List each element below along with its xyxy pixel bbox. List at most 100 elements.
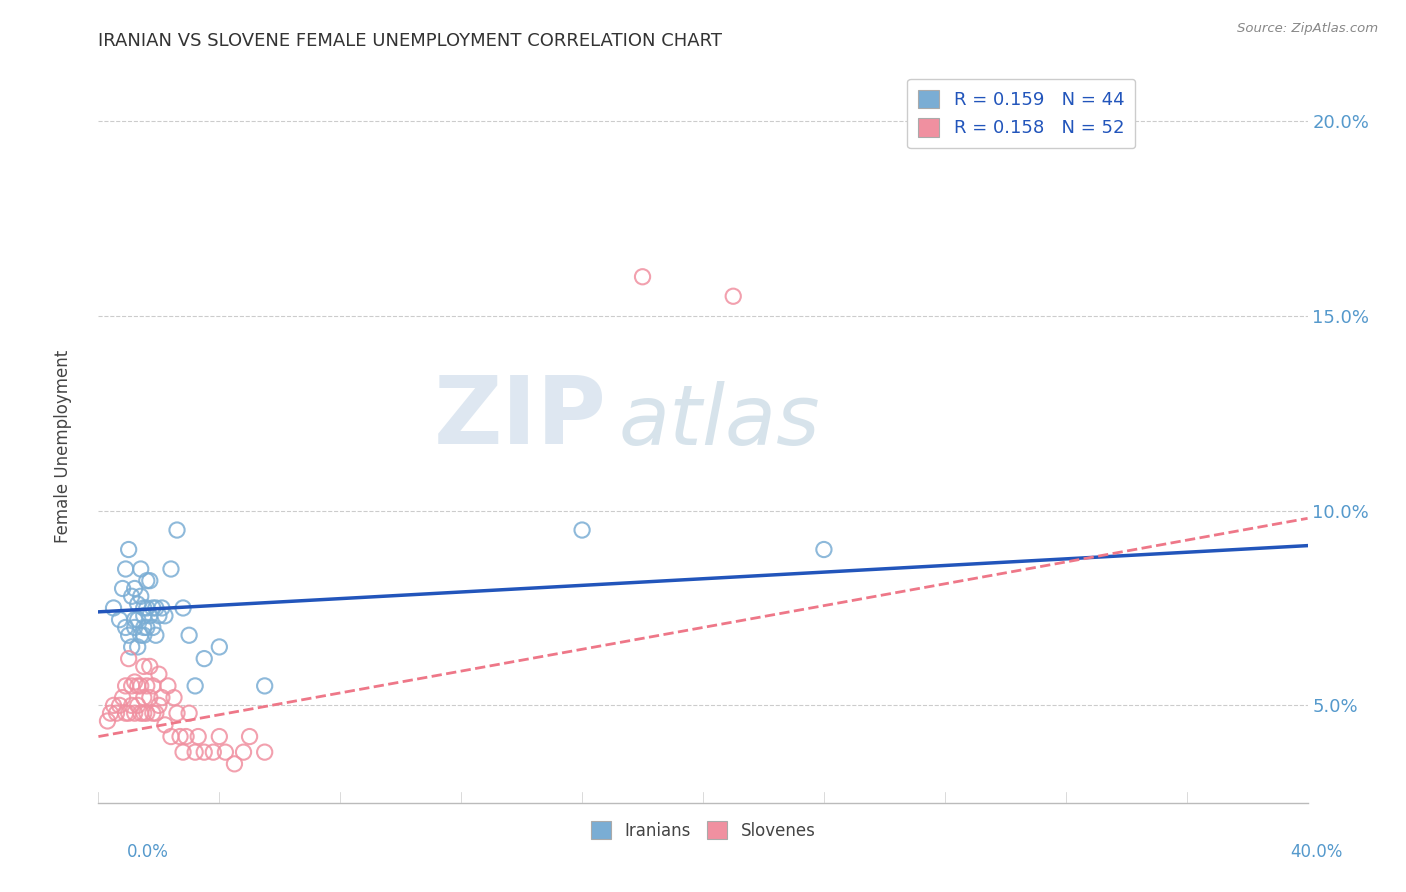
Point <box>239 730 262 744</box>
Point <box>813 542 835 557</box>
Point <box>174 730 197 744</box>
Text: Source: ZipAtlas.com: Source: ZipAtlas.com <box>1237 22 1378 36</box>
Point <box>214 745 236 759</box>
Point <box>172 745 194 759</box>
Point <box>723 289 745 303</box>
Point <box>142 620 165 634</box>
Point <box>121 679 143 693</box>
Point <box>148 608 170 623</box>
Text: 0.0%: 0.0% <box>127 843 169 861</box>
Point <box>132 690 155 705</box>
Point <box>193 745 215 759</box>
Point <box>118 628 141 642</box>
Point <box>145 706 167 721</box>
Point <box>129 562 152 576</box>
Point <box>121 640 143 654</box>
Point <box>253 745 276 759</box>
Point <box>129 589 152 603</box>
Point <box>132 601 155 615</box>
Point <box>96 714 118 728</box>
Point <box>142 679 165 693</box>
Point <box>184 745 207 759</box>
Point <box>208 640 231 654</box>
Point <box>127 597 149 611</box>
Point <box>118 651 141 665</box>
Point <box>156 679 179 693</box>
Point <box>145 601 167 615</box>
Point <box>127 640 149 654</box>
Point <box>631 269 654 284</box>
Point <box>111 582 134 596</box>
Point <box>103 601 125 615</box>
Point <box>179 628 201 642</box>
Point <box>132 620 155 634</box>
Point <box>184 679 207 693</box>
Point <box>202 745 225 759</box>
Point <box>124 613 146 627</box>
Point <box>124 675 146 690</box>
Text: 40.0%: 40.0% <box>1291 843 1343 861</box>
Point <box>118 542 141 557</box>
Point <box>111 690 134 705</box>
Point <box>127 698 149 713</box>
Point <box>166 706 188 721</box>
Point <box>163 690 186 705</box>
Point <box>124 620 146 634</box>
Text: IRANIAN VS SLOVENE FEMALE UNEMPLOYMENT CORRELATION CHART: IRANIAN VS SLOVENE FEMALE UNEMPLOYMENT C… <box>98 32 723 50</box>
Text: Female Unemployment: Female Unemployment <box>55 350 72 542</box>
Point <box>145 628 167 642</box>
Point <box>132 628 155 642</box>
Point <box>135 679 157 693</box>
Point <box>150 601 173 615</box>
Point <box>139 574 162 588</box>
Point <box>139 690 162 705</box>
Point <box>179 706 201 721</box>
Point <box>121 698 143 713</box>
Point <box>253 679 276 693</box>
Point <box>224 756 246 771</box>
Point <box>129 706 152 721</box>
Point <box>124 706 146 721</box>
Point <box>193 651 215 665</box>
Point <box>132 608 155 623</box>
Point <box>114 562 136 576</box>
Point <box>153 608 176 623</box>
Point <box>571 523 593 537</box>
Point <box>114 620 136 634</box>
Point <box>127 679 149 693</box>
Point <box>172 601 194 615</box>
Point <box>160 730 183 744</box>
Point <box>166 523 188 537</box>
Point <box>139 659 162 673</box>
Point <box>135 574 157 588</box>
Point <box>142 706 165 721</box>
Point <box>114 679 136 693</box>
Point <box>132 706 155 721</box>
Point <box>139 608 162 623</box>
Point <box>129 628 152 642</box>
Point <box>153 718 176 732</box>
Point <box>148 698 170 713</box>
Point <box>135 706 157 721</box>
Point <box>121 589 143 603</box>
Point <box>142 601 165 615</box>
Point <box>124 582 146 596</box>
Point <box>208 730 231 744</box>
Point <box>108 613 131 627</box>
Point <box>127 613 149 627</box>
Point <box>105 706 128 721</box>
Point <box>129 679 152 693</box>
Point <box>169 730 191 744</box>
Legend: Iranians, Slovenes: Iranians, Slovenes <box>583 814 823 847</box>
Point <box>232 745 254 759</box>
Text: ZIP: ZIP <box>433 372 606 464</box>
Point <box>187 730 209 744</box>
Point <box>135 601 157 615</box>
Point <box>114 706 136 721</box>
Point <box>103 698 125 713</box>
Point <box>160 562 183 576</box>
Point <box>135 620 157 634</box>
Text: atlas: atlas <box>619 381 820 462</box>
Point <box>108 698 131 713</box>
Point <box>118 706 141 721</box>
